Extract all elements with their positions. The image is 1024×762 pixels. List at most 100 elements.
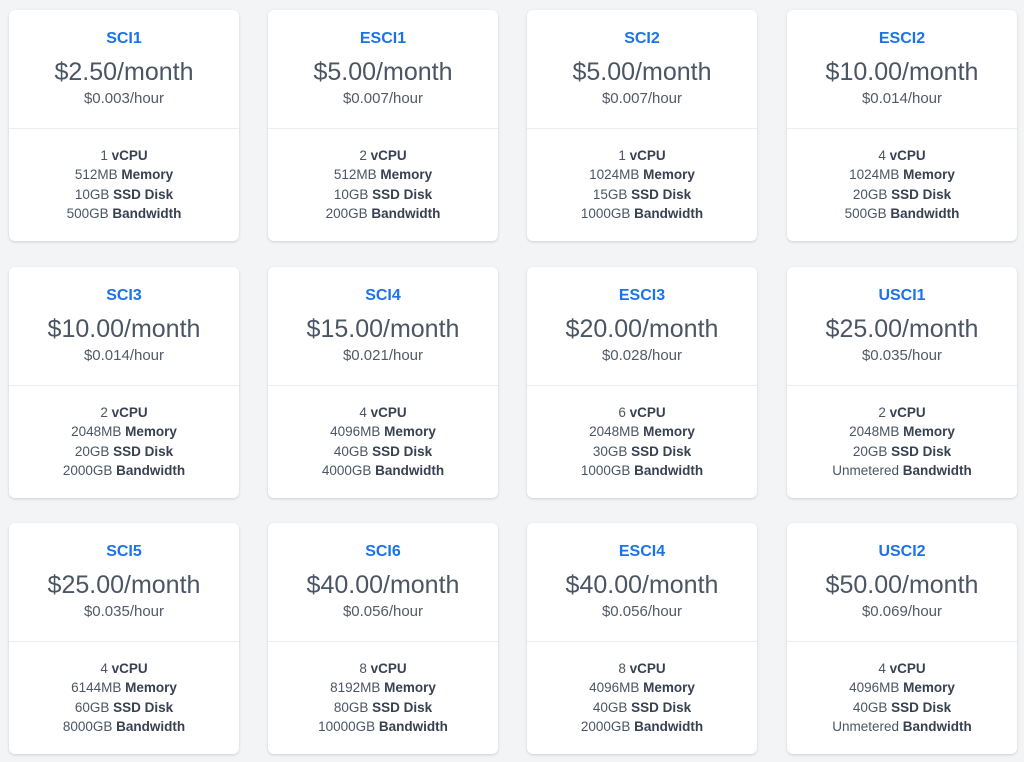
plan-specs: 4 vCPU 6144MB Memory 60GB SSD Disk 8000G… [9,642,239,737]
cpu-value: 4 [878,148,886,163]
disk-label: SSD Disk [113,699,174,715]
plan-header: SCI4 $15.00/month $0.021/hour [268,267,498,386]
plan-header: USCI2 $50.00/month $0.069/hour [787,523,1017,642]
plan-header: ESCI3 $20.00/month $0.028/hour [527,267,757,386]
disk-label: SSD Disk [631,443,692,459]
plan-card-usci2[interactable]: USCI2 $50.00/month $0.069/hour 4 vCPU 40… [787,523,1017,754]
cpu-value: 4 [878,661,886,676]
plan-card-usci1[interactable]: USCI1 $25.00/month $0.035/hour 2 vCPU 20… [787,267,1017,498]
disk-value: 20GB [74,443,110,459]
plan-card-sci6[interactable]: SCI6 $40.00/month $0.056/hour 8 vCPU 819… [268,523,498,754]
cpu-label: vCPU [370,405,407,420]
plan-card-sci1[interactable]: SCI1 $2.50/month $0.003/hour 1 vCPU 512M… [9,10,239,241]
plan-card-esci1[interactable]: ESCI1 $5.00/month $0.007/hour 2 vCPU 512… [268,10,498,241]
disk-value: 60GB [74,699,110,715]
spec-disk: 30GB SSD Disk [527,442,757,461]
spec-cpu: 2 vCPU [268,146,498,165]
cpu-label: vCPU [629,148,666,163]
spec-cpu: 2 vCPU [787,403,1017,422]
hourly-price: $0.056/hour [342,603,424,620]
bandwidth-value: 500GB [844,206,887,222]
hourly-price: $0.035/hour [861,347,943,364]
spec-memory: 2048MB Memory [527,422,757,441]
spec-disk: 80GB SSD Disk [268,698,498,717]
bandwidth-value: 10000GB [318,719,376,735]
spec-cpu: 4 vCPU [787,146,1017,165]
bandwidth-label: Bandwidth [378,719,448,735]
plan-card-sci4[interactable]: SCI4 $15.00/month $0.021/hour 4 vCPU 409… [268,267,498,498]
bandwidth-value: Unmetered [832,463,900,479]
spec-memory: 8192MB Memory [268,678,498,697]
spec-memory: 4096MB Memory [527,678,757,697]
disk-value: 40GB [852,699,888,715]
memory-label: Memory [903,424,955,440]
plan-card-sci3[interactable]: SCI3 $10.00/month $0.014/hour 2 vCPU 204… [9,267,239,498]
spec-disk: 15GB SSD Disk [527,185,757,204]
spec-disk: 40GB SSD Disk [787,698,1017,717]
memory-value: 2048MB [71,424,122,440]
bandwidth-label: Bandwidth [116,719,186,735]
disk-label: SSD Disk [372,186,433,202]
plan-header: SCI1 $2.50/month $0.003/hour [9,10,239,129]
memory-value: 4096MB [849,680,900,696]
plan-header: SCI2 $5.00/month $0.007/hour [527,10,757,129]
cpu-label: vCPU [111,405,148,420]
disk-value: 40GB [592,699,628,715]
plan-card-esci2[interactable]: ESCI2 $10.00/month $0.014/hour 4 vCPU 10… [787,10,1017,241]
bandwidth-label: Bandwidth [902,719,972,735]
spec-disk: 40GB SSD Disk [527,698,757,717]
memory-value: 1024MB [589,167,640,183]
spec-memory: 6144MB Memory [9,678,239,697]
spec-cpu: 1 vCPU [527,146,757,165]
memory-label: Memory [903,167,955,183]
spec-cpu: 6 vCPU [527,403,757,422]
cpu-label: vCPU [889,661,926,676]
plan-name: SCI6 [365,543,401,560]
bandwidth-value: 8000GB [62,719,113,735]
plan-header: SCI3 $10.00/month $0.014/hour [9,267,239,386]
plan-name: SCI4 [365,287,401,304]
bandwidth-label: Bandwidth [371,206,441,222]
memory-value: 512MB [74,167,118,183]
memory-value: 1024MB [849,167,900,183]
disk-value: 20GB [852,443,888,459]
cpu-label: vCPU [629,661,666,676]
monthly-price: $20.00/month [565,315,719,343]
bandwidth-value: 4000GB [321,463,372,479]
disk-label: SSD Disk [113,443,174,459]
memory-label: Memory [121,167,174,183]
bandwidth-label: Bandwidth [116,463,186,479]
cpu-value: 6 [618,405,626,420]
hourly-price: $0.014/hour [861,90,943,107]
spec-bandwidth: 10000GB Bandwidth [268,717,498,736]
hourly-price: $0.014/hour [83,347,165,364]
cpu-value: 4 [359,405,367,420]
disk-label: SSD Disk [891,699,952,715]
plan-card-esci4[interactable]: ESCI4 $40.00/month $0.056/hour 8 vCPU 40… [527,523,757,754]
bandwidth-label: Bandwidth [902,463,972,479]
cpu-label: vCPU [370,661,407,676]
disk-value: 15GB [592,186,628,202]
plan-card-sci5[interactable]: SCI5 $25.00/month $0.035/hour 4 vCPU 614… [9,523,239,754]
monthly-price: $10.00/month [825,58,979,86]
plan-header: ESCI4 $40.00/month $0.056/hour [527,523,757,642]
plan-card-sci2[interactable]: SCI2 $5.00/month $0.007/hour 1 vCPU 1024… [527,10,757,241]
hourly-price: $0.021/hour [342,347,424,364]
cpu-value: 1 [618,148,626,163]
plan-name: SCI3 [106,287,142,304]
disk-label: SSD Disk [891,443,952,459]
bandwidth-label: Bandwidth [634,463,704,479]
cpu-label: vCPU [889,148,926,163]
spec-bandwidth: 1000GB Bandwidth [527,204,757,223]
hourly-price: $0.028/hour [601,347,683,364]
spec-cpu: 4 vCPU [787,659,1017,678]
bandwidth-label: Bandwidth [112,206,182,222]
plan-card-esci3[interactable]: ESCI3 $20.00/month $0.028/hour 6 vCPU 20… [527,267,757,498]
spec-cpu: 2 vCPU [9,403,239,422]
spec-memory: 512MB Memory [268,165,498,184]
bandwidth-value: 200GB [325,206,368,222]
disk-value: 10GB [333,186,369,202]
plan-name: USCI2 [878,543,926,560]
plan-name: SCI5 [106,543,142,560]
